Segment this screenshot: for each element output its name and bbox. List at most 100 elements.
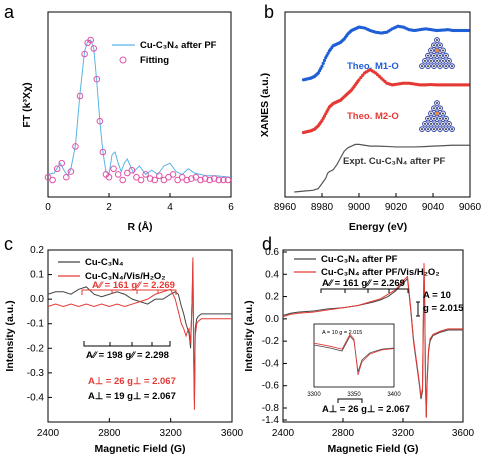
- legend-label-cu-c3n4: Cu-C₃N₄: [85, 257, 124, 268]
- lattice-ring: [443, 126, 449, 133]
- fitting-marker: [142, 171, 149, 178]
- panel-c-xlabel: Magnetic Field (G): [94, 443, 185, 455]
- panel-b-xtick-label: 9040: [422, 202, 445, 213]
- lattice-atom: [445, 128, 447, 131]
- fitting-marker: [201, 175, 209, 182]
- fitting-marker: [110, 165, 117, 173]
- panel-b-ylabel: XANES (a.u.): [259, 73, 271, 137]
- lattice-atom: [430, 112, 432, 115]
- lattice-ring: [431, 42, 437, 49]
- lattice-ring: [422, 120, 428, 127]
- inset-xtick-2: 3400: [387, 392, 401, 398]
- inset-frame: [313, 323, 395, 388]
- panel-c-xtick-label: 2800: [98, 428, 121, 439]
- panel-d-xtick-label: 3600: [452, 428, 475, 439]
- lattice-atom: [433, 107, 435, 110]
- inset-xtick-1: 3350: [347, 392, 361, 398]
- lattice-ring: [437, 115, 443, 122]
- fitting-marker: [183, 176, 191, 184]
- lattice-atom: [448, 59, 450, 62]
- lattice-ring: [431, 63, 437, 69]
- lattice-ring: [425, 63, 431, 69]
- lattice-atom: [445, 65, 447, 68]
- cu-atom: [435, 48, 439, 53]
- lattice-ring: [425, 52, 431, 59]
- lattice-atom: [451, 65, 453, 68]
- panel-b-axes-frame: [284, 11, 471, 198]
- lattice-atom: [427, 128, 429, 131]
- lattice-ring: [437, 52, 443, 59]
- fitting-marker: [128, 166, 136, 174]
- lattice-ring: [434, 110, 440, 117]
- fitting-marker: [224, 176, 232, 184]
- lattice-atom: [442, 59, 444, 62]
- panel-d-ytick-label: -0.2: [262, 336, 280, 347]
- annotation-d-perp: A⊥ = 26 g⊥ = 2.067: [322, 404, 410, 415]
- lattice-ring: [440, 110, 446, 117]
- fitting-marker: [165, 173, 172, 181]
- lattice-ring: [437, 63, 443, 69]
- panel-a-xlabel: R (Å): [127, 220, 152, 233]
- panel-c-xtick-label: 2400: [37, 428, 60, 439]
- fitting-marker: [146, 175, 154, 182]
- panel-c-ytick-label: -0.1: [27, 319, 45, 330]
- panel-d-ytick-label: -0.8: [262, 403, 280, 414]
- panel-d-ytick-label: 0.4: [265, 269, 279, 280]
- fitting-marker: [87, 36, 94, 44]
- fitting-marker: [156, 172, 163, 180]
- panel-d-legend: Cu-C₃N₄ after PF Cu-C₃N₄ after PF/Vis/H₂…: [294, 254, 440, 278]
- fitting-marker: [53, 165, 61, 173]
- fitting-marker: [124, 169, 131, 177]
- lattice-atom: [439, 128, 441, 131]
- fitting-marker: [151, 176, 159, 184]
- epr-trace-d: [282, 263, 463, 418]
- lattice-ring: [431, 126, 437, 133]
- lattice-atom: [433, 65, 435, 68]
- panel-c-ytick-label: -0.3: [27, 368, 45, 379]
- legend-label-after-pf: Cu-C₃N₄ after PF: [140, 40, 217, 51]
- annotation-black-perp: A⊥ = 19 g⊥ = 2.067: [88, 391, 176, 402]
- lattice-ring: [428, 57, 434, 64]
- panel-c-label: c: [4, 234, 13, 254]
- lattice-ring: [440, 47, 446, 54]
- panel-c-ytick-label: 0.2: [30, 245, 44, 256]
- lattice-ring: [446, 120, 452, 127]
- panel-c-axes-frame: [47, 249, 233, 423]
- lattice-atom: [424, 122, 426, 125]
- fitting-marker: [169, 171, 177, 178]
- lattice-atom: [445, 54, 447, 57]
- lattice-ring: [440, 57, 446, 64]
- panel-a-label: a: [4, 2, 15, 22]
- inset-annotation: A = 10 g = 2.015: [322, 330, 362, 336]
- lattice-ring: [449, 126, 455, 133]
- lattice-atom: [436, 59, 438, 62]
- lattice-ring: [428, 120, 434, 127]
- fitting-marker: [93, 75, 101, 83]
- lattice-atom: [439, 65, 441, 68]
- epr-trace: [47, 262, 232, 403]
- lattice-ring: [443, 115, 449, 122]
- fitting-marker: [90, 45, 98, 52]
- label-theo-m1o: Theo. M1-O: [347, 61, 399, 72]
- lattice-atom: [436, 122, 438, 125]
- panel-c-plot: 2400 2800 3200 3600 0.2 0.1 0.0 -0.1 -0.2 -0.3 -0.…: [4, 245, 244, 455]
- panel-d-xlabel: Magnetic Field (G): [327, 443, 418, 455]
- fitting-marker: [63, 173, 70, 181]
- xanes-dot: [320, 64, 324, 68]
- molecule-m2o-image: [419, 100, 455, 133]
- lattice-atom: [436, 39, 438, 41]
- fitting-marker: [96, 117, 104, 125]
- legend-marker-swatch: [119, 56, 127, 64]
- panel-d-inset: 3300 3350 3400 A = 10 g = 2.015: [307, 323, 401, 398]
- lattice-ring: [446, 57, 452, 64]
- legend-label-after-pf-vis: Cu-C₃N₄ after PF/Vis/H₂O₂: [321, 267, 440, 278]
- lattice-atom: [433, 117, 435, 120]
- lattice-atom: [439, 107, 441, 110]
- lattice-atom: [424, 59, 426, 62]
- panel-d-plot: 2400 2800 3200 3600 0.6 0.4 0.2 0.0 -0.2 -0.4 -0.6…: [243, 247, 475, 455]
- lattice-ring: [431, 105, 437, 112]
- lattice-atom: [421, 65, 423, 68]
- lattice-atom: [430, 49, 432, 52]
- xanes-dot: [321, 61, 325, 65]
- panel-b-xtick-label: 9060: [459, 202, 482, 213]
